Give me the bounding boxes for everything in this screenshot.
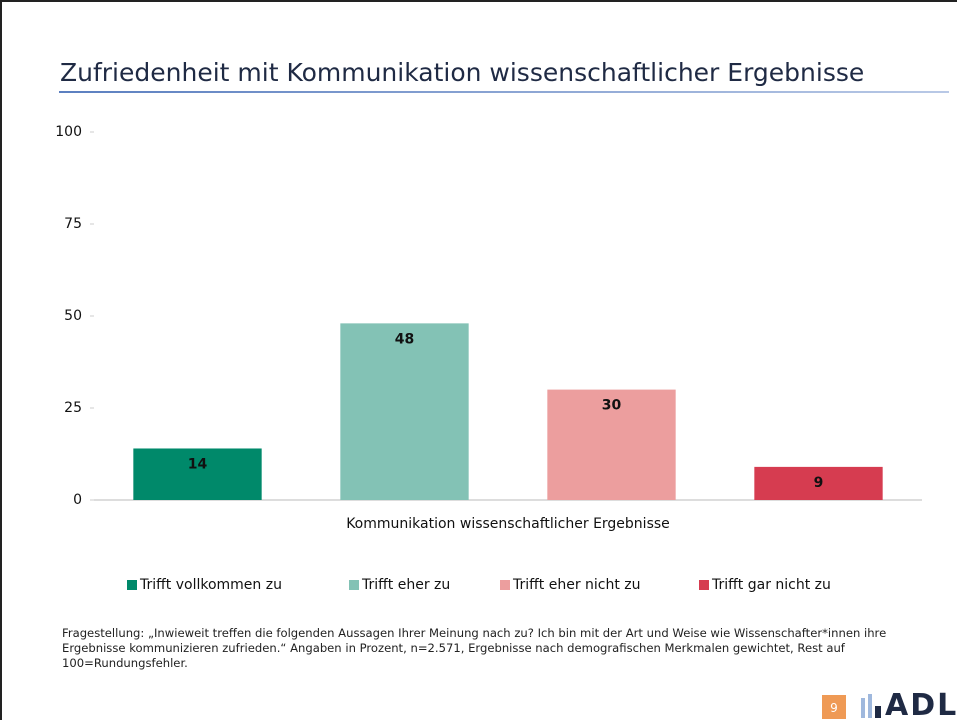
y-tick-label: 25 <box>64 400 82 416</box>
bar <box>340 323 469 500</box>
legend-swatch <box>500 580 510 590</box>
data-label: 9 <box>814 475 824 491</box>
bar <box>133 448 262 500</box>
logo: ADL <box>885 688 957 720</box>
legend-label: Trifft eher nicht zu <box>512 577 641 593</box>
logo-icon <box>861 694 881 718</box>
legend-swatch <box>699 580 709 590</box>
legend-label: Trifft gar nicht zu <box>711 577 831 593</box>
y-tick-label: 50 <box>64 308 82 324</box>
data-label: 14 <box>188 456 208 472</box>
page-number: 9 <box>822 695 846 719</box>
data-label: 48 <box>395 331 414 347</box>
legend-label: Trifft eher zu <box>361 577 450 593</box>
y-tick-label: 75 <box>64 216 82 232</box>
y-tick-label: 0 <box>73 492 82 508</box>
bar <box>754 466 883 500</box>
legend-swatch <box>349 580 359 590</box>
bar <box>547 389 676 500</box>
slide-title: Zufriedenheit mit Kommunikation wissensc… <box>60 58 865 87</box>
title-underline <box>59 91 949 93</box>
data-label: 30 <box>602 398 622 414</box>
legend-swatch <box>127 580 137 590</box>
footnote: Fragestellung: „Inwieweit treffen die fo… <box>62 626 887 670</box>
y-tick-label: 100 <box>55 124 82 140</box>
x-tick-label: Kommunikation wissenschaftlicher Ergebni… <box>346 516 670 532</box>
legend-label: Trifft vollkommen zu <box>139 577 282 593</box>
